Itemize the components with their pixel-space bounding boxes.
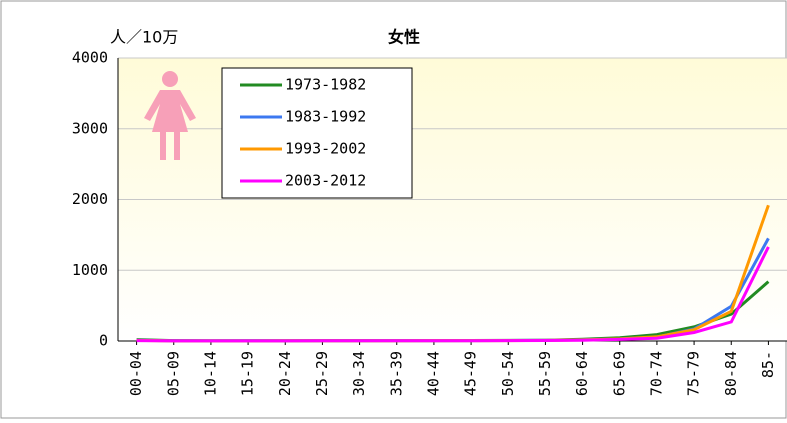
chart-title: 女性 <box>388 28 420 47</box>
x-tick-label: 10-14 <box>201 351 219 396</box>
x-tick-label: 05-09 <box>164 351 182 396</box>
x-tick-label: 35-39 <box>387 351 405 396</box>
x-tick-label: 30-34 <box>350 351 368 396</box>
y-tick-label: 0 <box>99 332 108 350</box>
y-tick-label: 1000 <box>72 261 108 279</box>
x-tick-label: 40-44 <box>424 351 442 396</box>
y-axis-label: 人／10万 <box>110 28 178 47</box>
x-tick-label: 60-64 <box>573 351 591 396</box>
x-tick-label: 00-04 <box>127 351 145 396</box>
legend-label: 1983-1992 <box>285 108 366 126</box>
legend-label: 2003-2012 <box>285 172 366 190</box>
x-tick-label: 80-84 <box>722 351 740 396</box>
legend-label: 1993-2002 <box>285 140 366 158</box>
x-tick-label: 15-19 <box>239 351 257 396</box>
x-tick-label: 75-79 <box>685 351 703 396</box>
series-line <box>136 246 770 343</box>
x-tick-label: 85- <box>759 351 777 378</box>
x-tick-label: 70-74 <box>647 351 665 396</box>
y-tick-label: 3000 <box>72 119 108 137</box>
legend-label: 1973-1982 <box>285 76 366 94</box>
x-tick-label: 45-49 <box>462 351 480 396</box>
legend <box>221 67 413 199</box>
y-tick-label: 4000 <box>72 49 108 67</box>
x-tick-label: 55-59 <box>536 351 554 396</box>
x-tick-label: 20-24 <box>276 351 294 396</box>
y-tick-label: 2000 <box>72 190 108 208</box>
woman-icon <box>144 71 196 160</box>
x-tick-label: 50-54 <box>499 351 517 396</box>
x-tick-label: 65-69 <box>610 351 628 396</box>
x-tick-label: 25-29 <box>313 351 331 396</box>
